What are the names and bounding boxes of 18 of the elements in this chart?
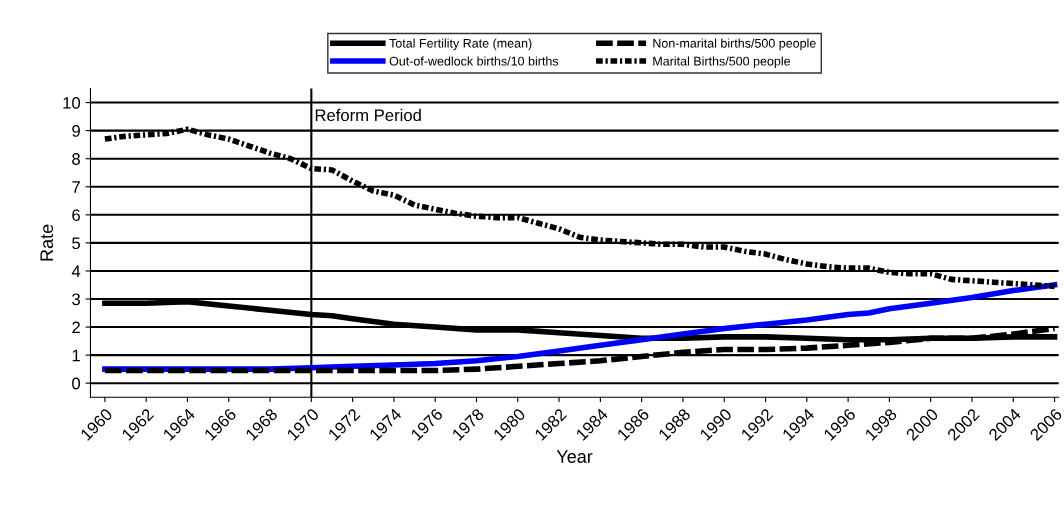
y-tick-label: 9 xyxy=(72,125,80,137)
ref-line-label: Reform Period xyxy=(315,108,421,122)
legend-label: Total Fertility Rate (mean) xyxy=(389,38,532,51)
legend-label: Marital Births/500 people xyxy=(653,56,791,69)
legend-label: Non-marital births/500 people xyxy=(653,38,816,51)
y-tick-label: 4 xyxy=(71,265,81,277)
y-tick-label: 0 xyxy=(72,377,81,390)
legend-label: Out-of-wedlock births/10 births xyxy=(389,56,559,66)
y-tick-label: 5 xyxy=(72,237,81,250)
y-axis-title: Rate xyxy=(40,224,54,261)
y-tick-label: 7 xyxy=(72,181,80,193)
y-tick-label: 2 xyxy=(72,321,80,334)
y-tick-label: 3 xyxy=(72,293,80,306)
y-tick-label: 10 xyxy=(63,96,81,109)
y-tick-label: 8 xyxy=(72,153,80,165)
y-tick-label: 6 xyxy=(72,209,80,222)
y-tick-label: 1 xyxy=(72,349,80,362)
x-axis-title: Year xyxy=(556,450,593,463)
